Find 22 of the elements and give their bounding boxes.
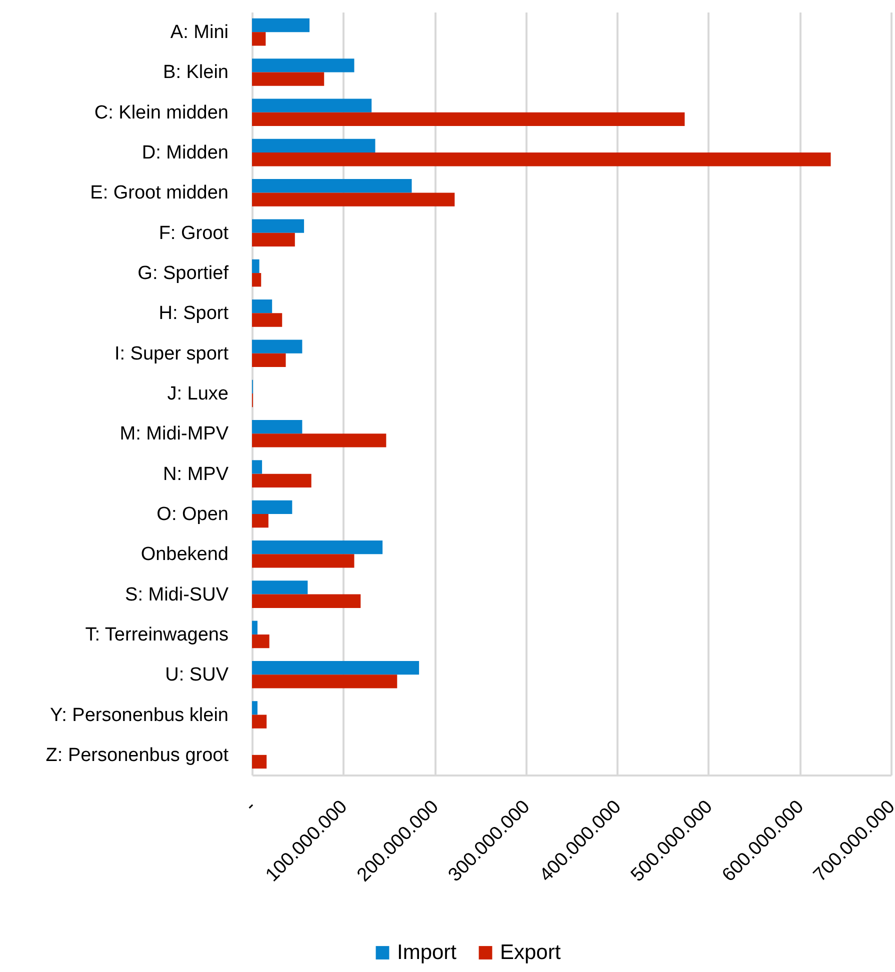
- y-tick-label: N: MPV: [163, 464, 229, 485]
- y-tick-label: J: Luxe: [167, 384, 228, 404]
- y-tick-label: H: Sport: [158, 303, 230, 324]
- y-tick-label: Z: Personenbus groot: [46, 744, 230, 766]
- legend-label: Import: [397, 940, 457, 964]
- y-tick-label: O: Open: [156, 504, 228, 525]
- y-tick-label: G: Sportief: [138, 263, 230, 284]
- y-tick-label: Y: Personenbus klein: [50, 704, 228, 726]
- y-tick-label: A: Mini: [170, 22, 228, 44]
- y-tick-label: I: Super sport: [114, 343, 230, 364]
- x-tick-label: -: [240, 796, 260, 816]
- y-tick-label: Onbekend: [140, 544, 228, 566]
- y-tick-label: D: Midden: [142, 142, 228, 164]
- y-tick-label: U: SUV: [165, 664, 229, 686]
- y-tick-label: B: Klein: [163, 62, 228, 84]
- y-tick-label: T: Terreinwagens: [85, 624, 228, 646]
- y-tick-label: M: Midi-MPV: [120, 424, 229, 445]
- y-tick-label: S: Midi-SUV: [125, 584, 229, 606]
- y-tick-label: E: Groot midden: [90, 182, 228, 204]
- y-tick-label: F: Groot: [158, 222, 230, 244]
- legend-label: Export: [500, 940, 561, 964]
- y-tick-label: C: Klein midden: [94, 102, 228, 124]
